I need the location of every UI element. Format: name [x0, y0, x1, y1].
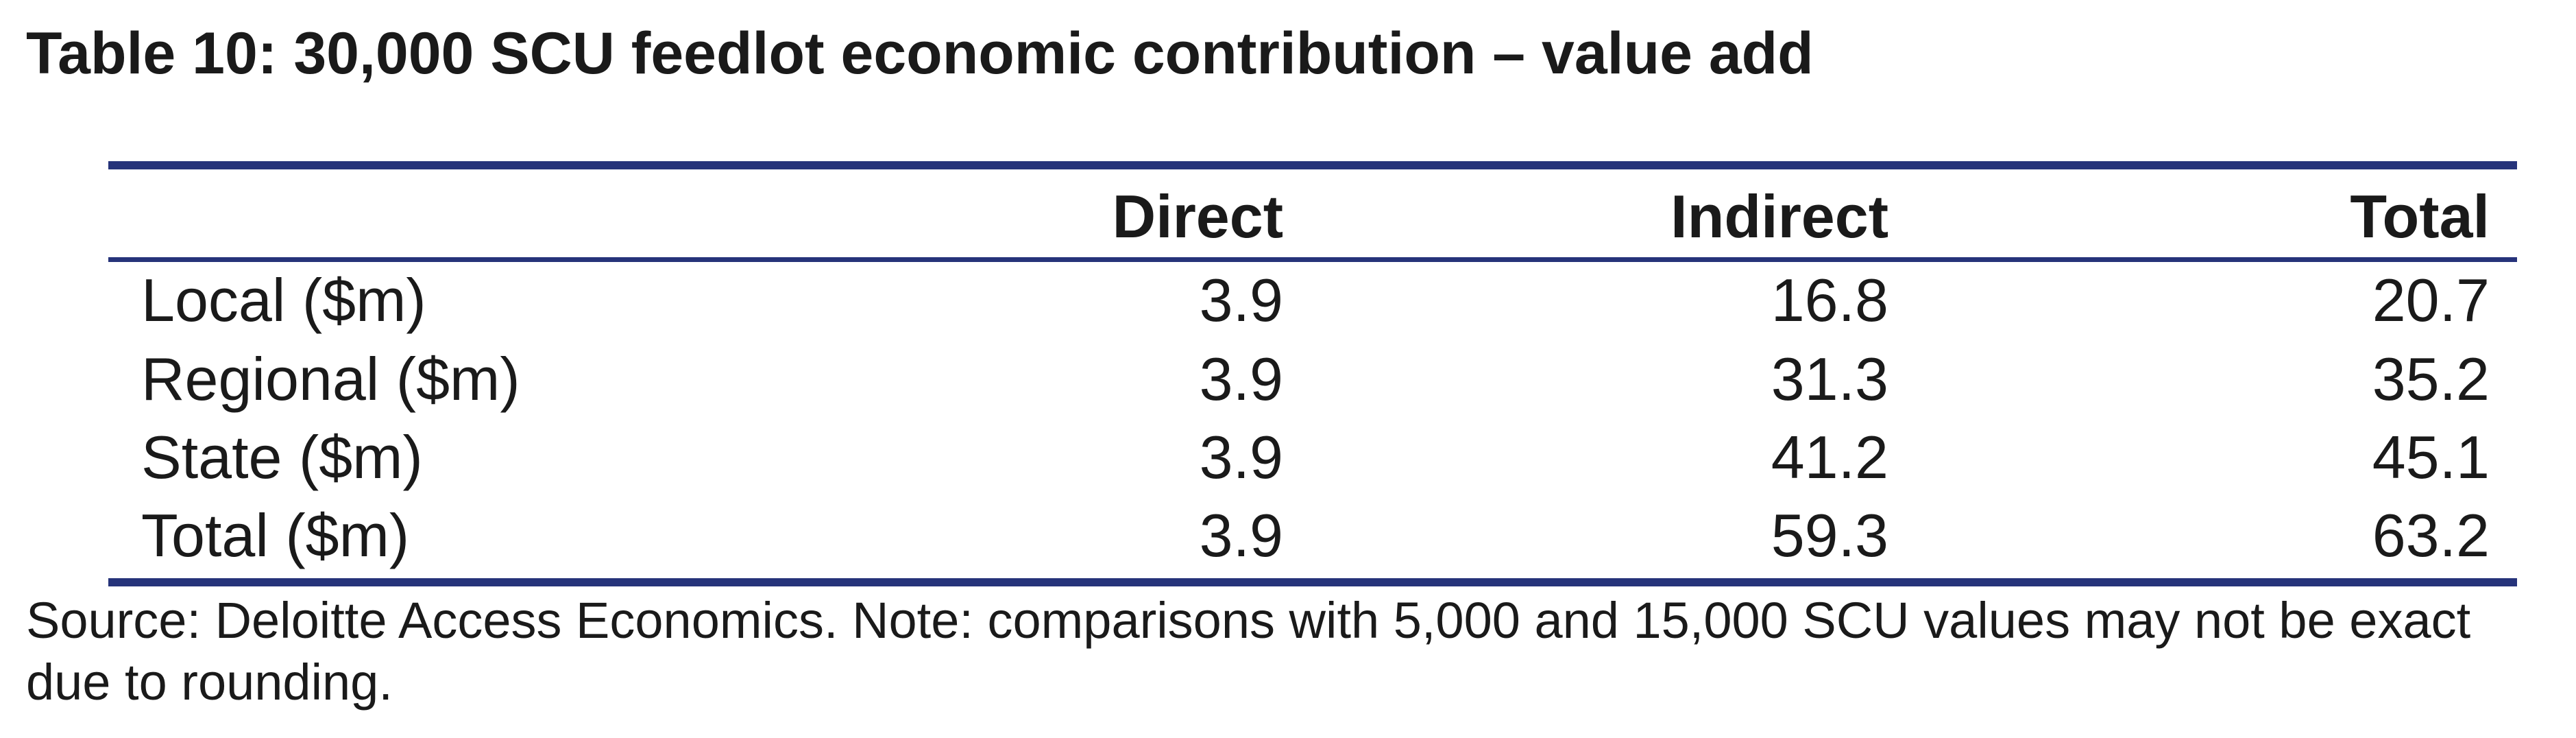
cell-indirect: 16.8 — [1771, 266, 1888, 334]
value-add-table: Direct Indirect Total Local ($m) 3.9 16.… — [108, 161, 2517, 593]
table-row-regional: Regional ($m) 3.9 31.3 35.2 — [108, 341, 2517, 418]
header-total: Total — [2350, 182, 2490, 250]
row-label: Regional ($m) — [141, 345, 520, 413]
cell-total: 20.7 — [2372, 266, 2490, 334]
table-row-state: State ($m) 3.9 41.2 45.1 — [108, 419, 2517, 496]
cell-indirect: 31.3 — [1771, 345, 1888, 413]
header-indirect: Indirect — [1670, 182, 1888, 250]
table-bottom-rule — [108, 578, 2517, 586]
source-note: Source: Deloitte Access Economics. Note:… — [26, 592, 2471, 711]
table-row-total: Total ($m) 3.9 59.3 63.2 — [108, 497, 2517, 574]
row-label: State ($m) — [141, 423, 423, 491]
header-rule — [108, 257, 2517, 262]
header-direct: Direct — [1112, 182, 1283, 250]
table-row-local: Local ($m) 3.9 16.8 20.7 — [108, 262, 2517, 339]
cell-total: 63.2 — [2372, 501, 2490, 569]
cell-indirect: 41.2 — [1771, 423, 1888, 491]
cell-direct: 3.9 — [1199, 266, 1283, 334]
cell-indirect: 59.3 — [1771, 501, 1888, 569]
cell-direct: 3.9 — [1199, 501, 1283, 569]
row-label: Local ($m) — [141, 266, 426, 334]
cell-total: 35.2 — [2372, 345, 2490, 413]
cell-direct: 3.9 — [1199, 345, 1283, 413]
table-top-rule — [108, 161, 2517, 169]
row-label: Total ($m) — [141, 501, 410, 569]
cell-total: 45.1 — [2372, 423, 2490, 491]
cell-direct: 3.9 — [1199, 423, 1283, 491]
table-title: Table 10: 30,000 SCU feedlot economic co… — [26, 21, 1814, 86]
